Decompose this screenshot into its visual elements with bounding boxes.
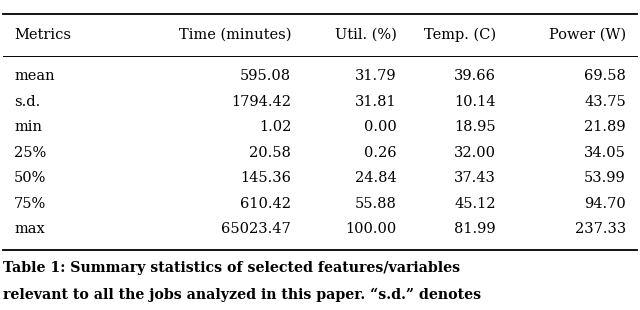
Text: Time (minutes): Time (minutes)	[179, 28, 291, 42]
Text: 39.66: 39.66	[454, 69, 496, 83]
Text: 31.81: 31.81	[355, 95, 397, 109]
Text: 55.88: 55.88	[355, 197, 397, 211]
Text: Util. (%): Util. (%)	[335, 28, 397, 42]
Text: s.d.: s.d.	[14, 95, 40, 109]
Text: mean: mean	[14, 69, 54, 83]
Text: 75%: 75%	[14, 197, 46, 211]
Text: 18.95: 18.95	[454, 120, 496, 134]
Text: 81.99: 81.99	[454, 222, 496, 236]
Text: 145.36: 145.36	[240, 171, 291, 185]
Text: 237.33: 237.33	[575, 222, 626, 236]
Text: 100.00: 100.00	[346, 222, 397, 236]
Text: 65023.47: 65023.47	[221, 222, 291, 236]
Text: Power (W): Power (W)	[548, 28, 626, 42]
Text: 595.08: 595.08	[240, 69, 291, 83]
Text: 1794.42: 1794.42	[231, 95, 291, 109]
Text: 610.42: 610.42	[240, 197, 291, 211]
Text: max: max	[14, 222, 45, 236]
Text: 24.84: 24.84	[355, 171, 397, 185]
Text: 31.79: 31.79	[355, 69, 397, 83]
Text: 50%: 50%	[14, 171, 47, 185]
Text: Metrics: Metrics	[14, 28, 71, 42]
Text: 0.00: 0.00	[364, 120, 397, 134]
Text: 37.43: 37.43	[454, 171, 496, 185]
Text: 45.12: 45.12	[454, 197, 496, 211]
Text: 53.99: 53.99	[584, 171, 626, 185]
Text: 20.58: 20.58	[250, 146, 291, 160]
Text: 25%: 25%	[14, 146, 46, 160]
Text: 69.58: 69.58	[584, 69, 626, 83]
Text: 43.75: 43.75	[584, 95, 626, 109]
Text: Temp. (C): Temp. (C)	[424, 28, 496, 42]
Text: Table 1: Summary statistics of selected features/variables: Table 1: Summary statistics of selected …	[3, 261, 460, 275]
Text: 10.14: 10.14	[454, 95, 496, 109]
Text: relevant to all the jobs analyzed in this paper. “s.d.” denotes: relevant to all the jobs analyzed in thi…	[3, 288, 481, 302]
Text: 1.02: 1.02	[259, 120, 291, 134]
Text: 21.89: 21.89	[584, 120, 626, 134]
Text: 94.70: 94.70	[584, 197, 626, 211]
Text: min: min	[14, 120, 42, 134]
Text: 34.05: 34.05	[584, 146, 626, 160]
Text: 0.26: 0.26	[364, 146, 397, 160]
Text: 32.00: 32.00	[454, 146, 496, 160]
